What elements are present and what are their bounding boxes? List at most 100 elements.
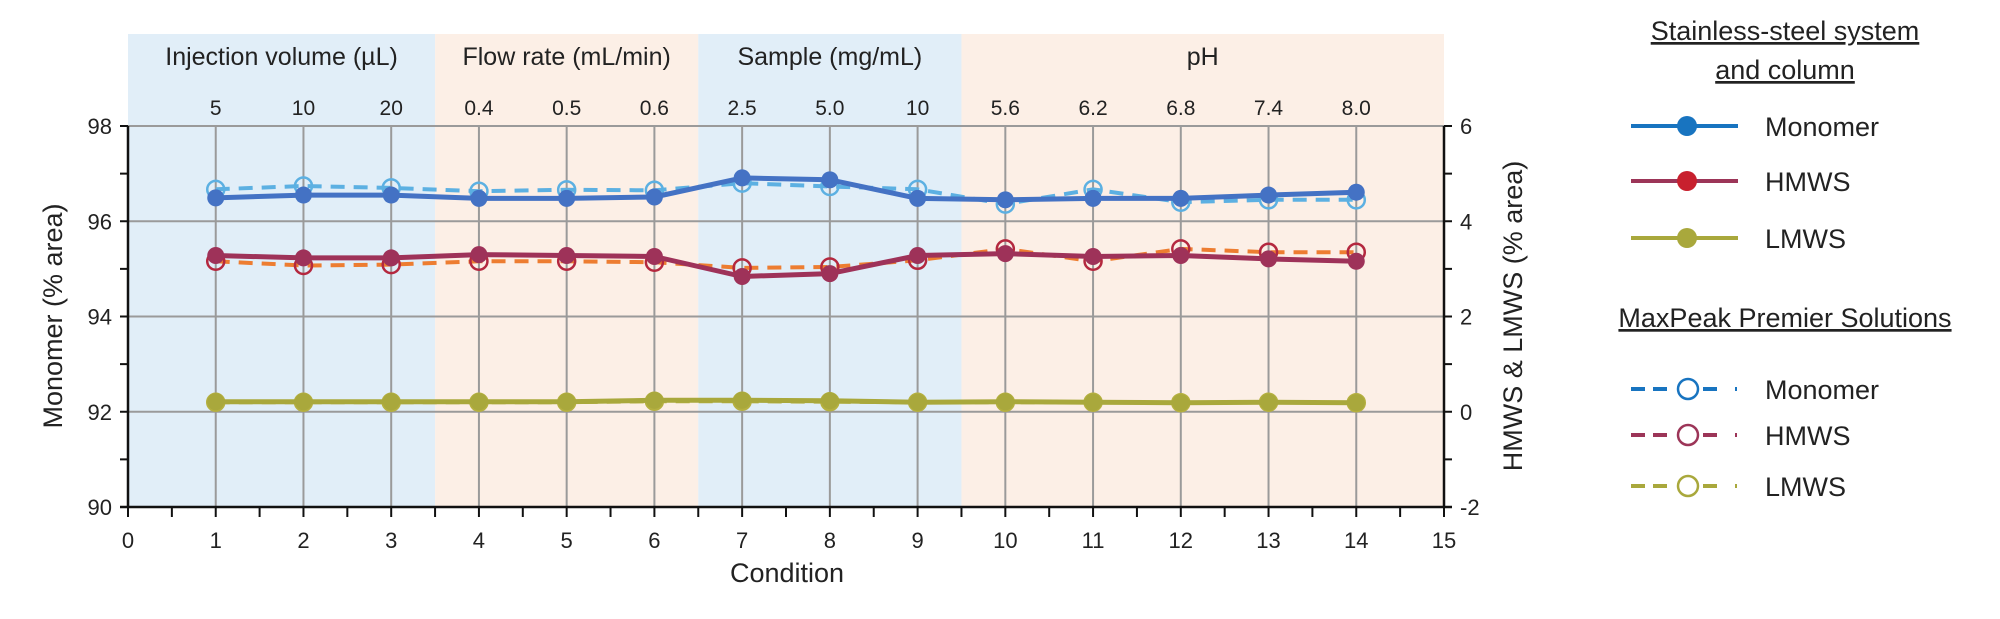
data-point-hmws-solid <box>733 267 751 285</box>
data-point-monomer-solid <box>1347 183 1365 201</box>
data-point-monomer-solid <box>1260 186 1278 204</box>
x-tick-label: 1 <box>210 528 222 553</box>
legend-label: HMWS <box>1765 167 1850 197</box>
band-category-label: 10 <box>292 97 315 120</box>
y-left-tick-label: 92 <box>88 400 112 425</box>
y-right-tick-label: 0 <box>1460 400 1472 425</box>
legend-group1-title-line2: and column <box>1715 55 1855 85</box>
x-tick-label: 5 <box>561 528 573 553</box>
data-point-hmws-solid <box>470 246 488 264</box>
data-point-monomer-solid <box>470 189 488 207</box>
series-line-hmws-solid <box>215 251 1357 279</box>
legend-marker-open <box>1676 377 1700 401</box>
data-point-hmws-solid <box>558 247 576 265</box>
data-point-hmws-solid <box>1172 247 1190 265</box>
band-category-label: 0.5 <box>552 97 581 120</box>
series-line-hmws-dashed <box>215 246 1357 270</box>
data-point-lmws-solid <box>645 391 663 409</box>
x-tick-label: 4 <box>473 528 485 553</box>
series-line-lmws-solid <box>215 397 1357 406</box>
data-point-monomer-solid <box>733 169 751 187</box>
y-axis-left-title: Monomer (% area) <box>38 203 68 428</box>
x-tick-label: 15 <box>1432 528 1456 553</box>
x-axis-title: Condition <box>730 558 844 588</box>
x-tick-label: 6 <box>648 528 660 553</box>
data-point-hmws-solid <box>1347 252 1365 270</box>
band-category-label: 6.2 <box>1078 97 1107 120</box>
band-category-label: 5 <box>210 97 222 120</box>
y-left-tick-label: 94 <box>88 305 112 330</box>
legend-label: Monomer <box>1765 112 1879 142</box>
data-point-lmws-solid <box>996 393 1014 411</box>
x-tick-label: 10 <box>993 528 1017 553</box>
data-point-lmws-solid <box>207 393 225 411</box>
x-tick-label: 14 <box>1344 528 1368 553</box>
data-point-hmws-solid <box>207 247 225 265</box>
x-tick-label: 7 <box>736 528 748 553</box>
band-category-label: 5.0 <box>815 97 844 120</box>
data-point-monomer-solid <box>1172 189 1190 207</box>
series-layer <box>205 169 1367 413</box>
y-right-tick-label: 6 <box>1460 114 1472 139</box>
x-tick-label: 2 <box>297 528 309 553</box>
band-title: Sample (mg/mL) <box>737 43 922 71</box>
x-tick-label: 8 <box>824 528 836 553</box>
y-left-tick-label: 90 <box>88 495 112 520</box>
x-tick-label: 12 <box>1169 528 1193 553</box>
band-title: pH <box>1187 43 1219 71</box>
data-point-monomer-solid <box>909 189 927 207</box>
data-point-monomer-solid <box>382 186 400 204</box>
data-point-lmws-solid <box>294 393 312 411</box>
legend-marker <box>1677 171 1697 191</box>
legend-marker-open <box>1676 423 1700 447</box>
data-point-hmws-solid <box>821 265 839 283</box>
band-3 <box>961 34 1444 507</box>
legend-label: LMWS <box>1765 224 1846 254</box>
band-category-label: 0.4 <box>464 97 494 120</box>
series-line-monomer-solid <box>215 175 1357 203</box>
band-category-label: 6.8 <box>1166 97 1195 120</box>
condition-bands: Injection volume (µL) 5 10 20 Flow rate (mL/… <box>128 34 1444 507</box>
data-point-lmws-solid <box>382 393 400 411</box>
x-tick-label: 11 <box>1082 528 1105 553</box>
data-point-lmws-solid <box>1084 393 1102 411</box>
data-point-monomer-solid <box>207 189 225 207</box>
data-point-hmws-solid <box>1260 250 1278 268</box>
legend-label: Monomer <box>1765 375 1879 405</box>
data-point-lmws-solid <box>1347 394 1365 412</box>
data-point-hmws-solid <box>645 247 663 265</box>
legend-marker <box>1677 116 1697 136</box>
legend-label: HMWS <box>1765 421 1850 451</box>
y-right-tick-label: 2 <box>1460 305 1472 330</box>
data-point-lmws-solid <box>470 393 488 411</box>
data-point-hmws-solid <box>996 245 1014 263</box>
legend-label: LMWS <box>1765 472 1846 502</box>
legend: Stainless-steel system and column Monome… <box>1618 16 1951 502</box>
band-title: Injection volume (µL) <box>165 43 398 71</box>
x-tick-label: 0 <box>122 528 134 553</box>
band-category-label: 20 <box>380 97 403 120</box>
legend-group1-items: Monomer HMWS LMWS <box>1631 112 1879 254</box>
data-point-hmws-solid <box>1084 247 1102 265</box>
data-point-monomer-solid <box>645 188 663 206</box>
legend-group2-title: MaxPeak Premier Solutions <box>1618 303 1951 333</box>
data-point-monomer-solid <box>996 191 1014 209</box>
y-left-tick-label: 98 <box>88 114 112 139</box>
band-category-label: 10 <box>906 97 929 120</box>
data-point-hmws-solid <box>382 249 400 267</box>
data-point-lmws-solid <box>558 393 576 411</box>
band-category-label: 0.6 <box>640 97 669 120</box>
band-category-label: 8.0 <box>1342 97 1371 120</box>
data-point-lmws-solid <box>733 391 751 409</box>
y-axis-right-title: HMWS & LMWS (% area) <box>1498 161 1528 472</box>
band-title: Flow rate (mL/min) <box>462 43 670 71</box>
legend-group2-items: Monomer HMWS LMWS <box>1631 375 1879 502</box>
data-point-monomer-solid <box>294 186 312 204</box>
data-point-hmws-solid <box>294 249 312 267</box>
band-category-label: 5.6 <box>991 97 1020 120</box>
data-point-lmws-solid <box>1260 393 1278 411</box>
data-point-monomer-solid <box>1084 189 1102 207</box>
data-point-monomer-solid <box>558 189 576 207</box>
